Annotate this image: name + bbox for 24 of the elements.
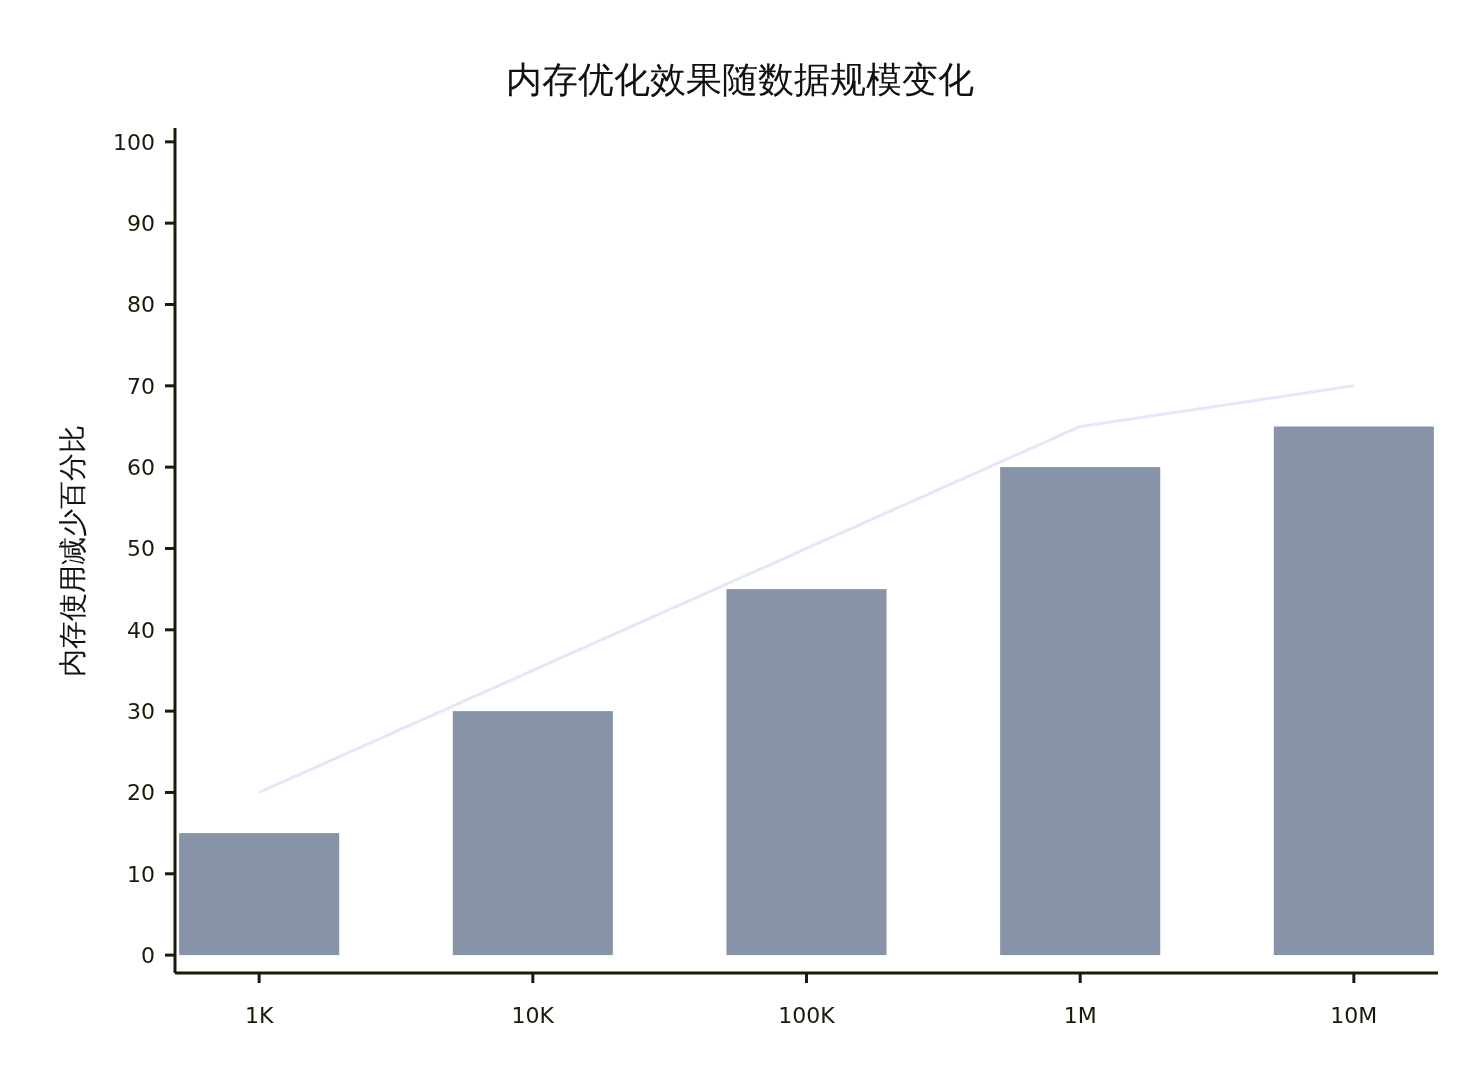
bar (452, 711, 613, 956)
x-tick-label: 10M (1330, 1003, 1378, 1028)
x-tick-label: 10K (511, 1003, 555, 1028)
y-tick-label: 90 (127, 211, 155, 237)
y-tick-label: 50 (127, 536, 155, 562)
y-tick-label: 70 (127, 373, 155, 399)
line-series (257, 384, 1356, 794)
bar (179, 833, 340, 956)
y-tick-label: 20 (127, 780, 155, 806)
y-axis-title: 内存使用减少百分比 (56, 424, 89, 677)
y-tick-label: 40 (127, 617, 155, 643)
y-tick-label: 0 (141, 943, 155, 969)
x-tick-label: 1M (1063, 1003, 1097, 1028)
x-tick-label: 100K (778, 1003, 836, 1028)
bar (1000, 467, 1161, 956)
y-tick-label: 100 (113, 129, 155, 155)
y-tick-label: 30 (127, 699, 155, 725)
y-tick-label: 80 (127, 292, 155, 318)
bar (1273, 426, 1434, 956)
y-tick-label: 60 (127, 455, 155, 481)
x-tick-label: 1K (244, 1003, 274, 1028)
bar (726, 589, 887, 956)
chart-title: 内存优化效果随数据规模变化 (506, 59, 974, 100)
y-tick-label: 10 (127, 861, 155, 887)
